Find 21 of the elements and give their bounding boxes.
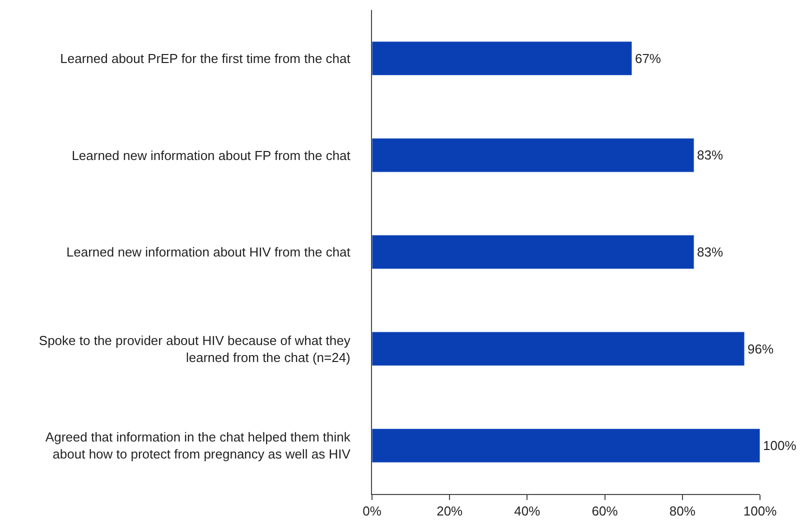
bar	[372, 332, 745, 366]
x-tick-label: 60%	[592, 504, 618, 519]
x-tick-label: 20%	[436, 504, 464, 519]
data-label: 67%	[634, 50, 662, 66]
x-tick-label: 100%	[743, 504, 778, 519]
x-tick-label: 0%	[362, 504, 382, 519]
data-label: 83%	[697, 148, 724, 163]
data-label: 100%	[763, 438, 797, 454]
y-tick-label: Learned about PrEP for the first time from the chat	[60, 50, 351, 66]
y-tick-label: Spoke to the provider about HIV because of what they learned from the chat (n=24)	[38, 332, 351, 365]
y-tick-label: Learned new information about FP from the chat	[72, 148, 351, 163]
x-tick-label: 80%	[669, 504, 696, 519]
bar	[372, 138, 694, 172]
y-tick-label: Agreed that information in the chat helped them think about how to protect from pregnancy as well as HIV	[45, 430, 351, 462]
y-tick-label: Learned new information about HIV from the chat	[66, 244, 351, 260]
data-label: 96%	[747, 341, 774, 356]
x-tick-label: 40%	[514, 504, 541, 519]
bar	[372, 428, 760, 463]
data-label: 83%	[697, 244, 724, 260]
bar	[372, 41, 632, 76]
bar	[372, 234, 694, 270]
